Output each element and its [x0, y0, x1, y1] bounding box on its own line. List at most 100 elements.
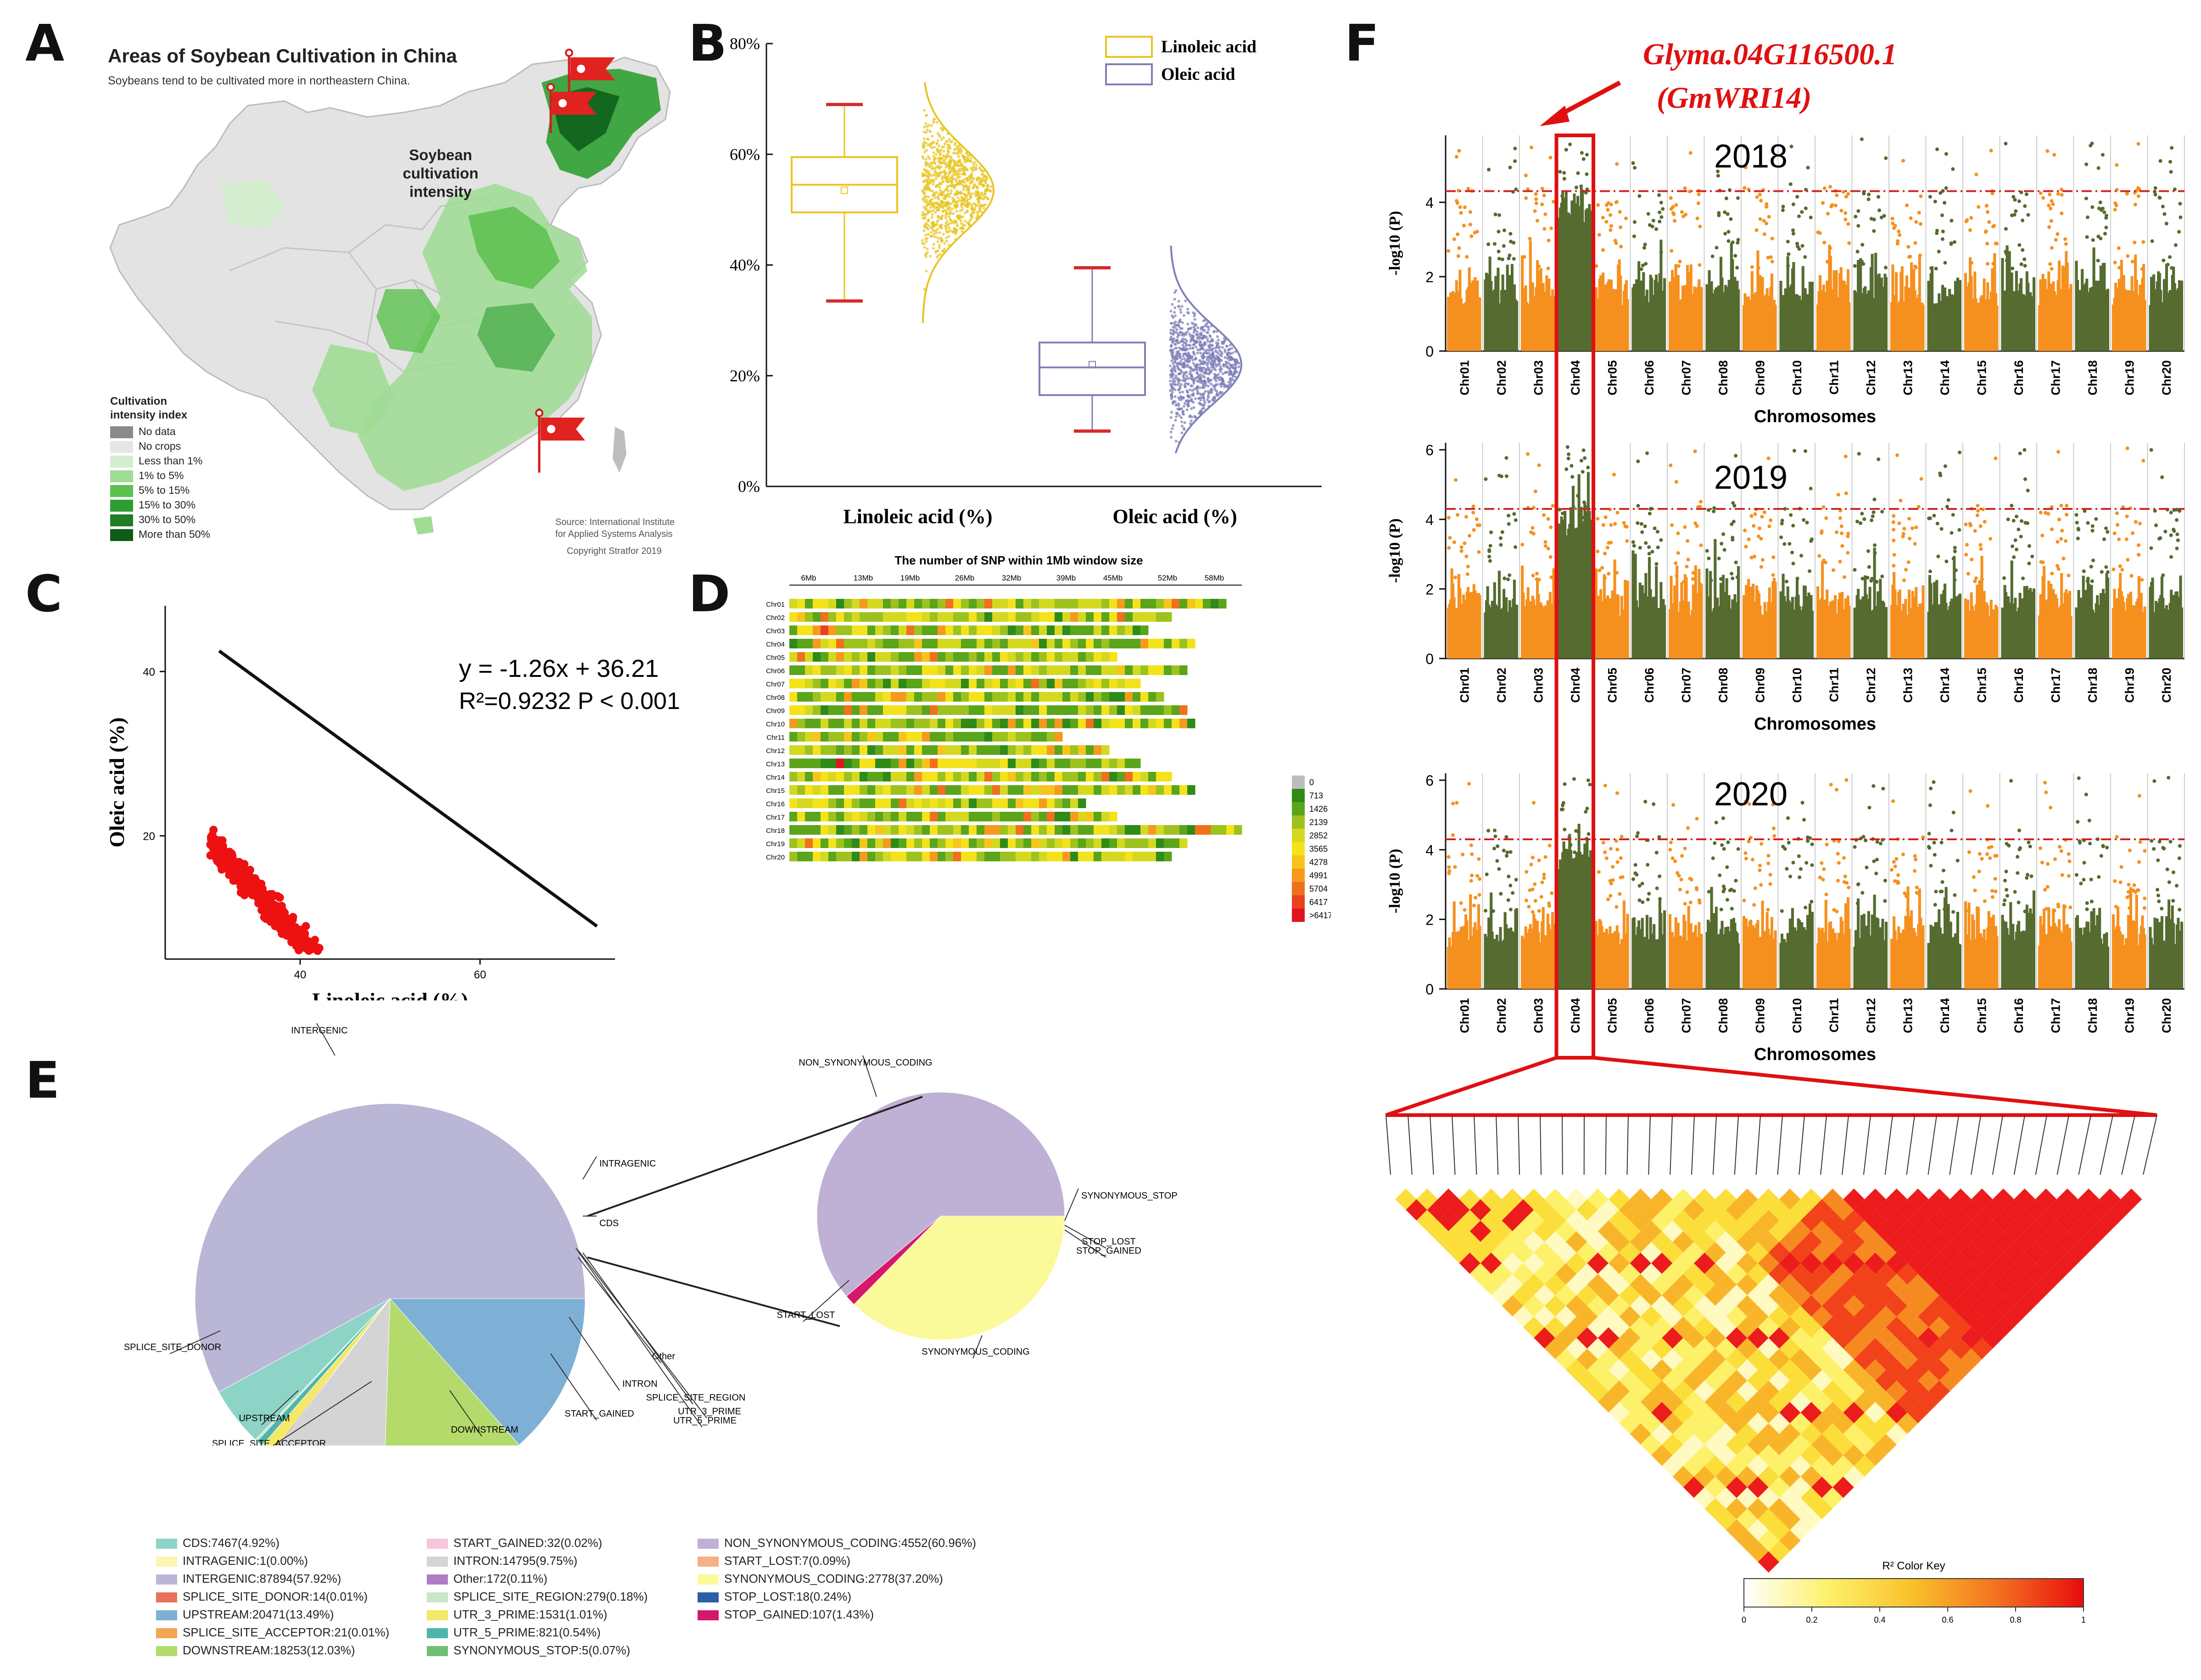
legend-label: Linoleic acid [1161, 37, 1257, 56]
snp-point [1683, 578, 1687, 582]
pie-label: UTR_3_PRIME [678, 1407, 741, 1417]
data-point [1198, 386, 1201, 390]
snp-point [1974, 173, 1978, 177]
data-point [1201, 380, 1204, 383]
snp-point [2175, 518, 2179, 522]
heatmap-cell [922, 798, 930, 808]
data-point [1215, 365, 1218, 368]
data-point [266, 917, 275, 926]
snp-point [1486, 829, 1491, 833]
snp-point [1659, 538, 1663, 542]
snp-point [1574, 829, 1578, 833]
snp-point [1730, 571, 1734, 575]
data-point [1192, 368, 1195, 372]
heatmap-cell [875, 639, 883, 648]
legend-swatch [698, 1557, 719, 1567]
heatmap-cell [1070, 798, 1078, 808]
snp-point [1802, 518, 1806, 522]
data-point [1186, 330, 1189, 334]
map-copyright: Copyright Stratfor 2019 [567, 546, 662, 556]
legend-label: SPLICE_SITE_DONOR:14(0.01%) [183, 1590, 368, 1603]
snp-point [2056, 232, 2060, 236]
flag-icon-northeast [565, 49, 615, 92]
snp-point [1594, 264, 1598, 268]
snp-point [2106, 530, 2110, 534]
snp-point [1760, 842, 1764, 846]
snp-point [2104, 216, 2108, 220]
snp-point [1843, 211, 1848, 215]
heatmap-cell [906, 665, 915, 675]
data-point [1187, 327, 1190, 330]
heatmap-cell [1148, 705, 1156, 715]
heatmap-cell [852, 852, 860, 861]
data-point [970, 203, 973, 207]
heatmap-cell [867, 852, 876, 861]
heatmap-cell [1016, 652, 1024, 662]
data-point [966, 209, 969, 212]
heatmap-cell [961, 652, 969, 662]
snp-point [1507, 522, 1511, 526]
data-point [955, 220, 958, 223]
legend-label: STOP_LOST:18(0.24%) [724, 1590, 851, 1603]
snp-point [1972, 875, 1976, 879]
snp-point [1941, 868, 1945, 872]
color-key-label: 5704 [1309, 884, 1328, 893]
heatmap-cell [938, 812, 946, 821]
data-point [922, 229, 926, 232]
snp-point [1463, 541, 1467, 545]
arrow-head [1540, 106, 1570, 126]
heatmap-cell [828, 599, 837, 608]
data-point [1200, 331, 1203, 335]
snp-point [1809, 486, 1813, 491]
snp-base [1632, 950, 1665, 989]
snp-base [1927, 310, 1961, 351]
color-key-swatch [1292, 909, 1305, 922]
snp-point [1787, 841, 1791, 845]
heatmap-cell [1117, 612, 1125, 622]
data-point [950, 156, 953, 159]
data-point [1205, 323, 1208, 326]
heatmap-cell [992, 825, 1000, 835]
snp-point [2103, 232, 2107, 236]
heatmap-cell [984, 692, 993, 702]
snp-point [1477, 857, 1481, 861]
data-point [950, 180, 953, 183]
snp-point [1935, 147, 1939, 151]
y-tick-label: 2 [1425, 581, 1434, 597]
data-point [930, 162, 933, 165]
pie-label: SPLICE_SITE_ACCEPTOR [212, 1439, 326, 1446]
data-point [944, 157, 948, 160]
data-point [292, 927, 301, 935]
data-point [940, 227, 943, 230]
snp-point [1567, 835, 1571, 839]
snp-point [2153, 193, 2157, 197]
heatmap-cell [789, 732, 798, 742]
snp-point [2011, 267, 2015, 271]
data-point [979, 182, 983, 185]
heatmap-cell [1000, 785, 1008, 795]
heatmap-cell [906, 785, 915, 795]
data-point [927, 144, 930, 147]
heatmap-cell [1000, 705, 1008, 715]
data-point [1194, 397, 1197, 400]
data-point [1192, 380, 1195, 383]
snp-point [1771, 573, 1775, 577]
heatmap-cell [828, 745, 837, 755]
snp-point [1713, 841, 1717, 845]
snp-point [1759, 565, 1763, 569]
heatmap-cell [844, 772, 852, 781]
data-point [1201, 407, 1204, 411]
snp-base [1484, 950, 1518, 989]
heatmap-cell [852, 612, 860, 622]
data-point [1192, 394, 1195, 397]
heatmap-cell [1062, 759, 1071, 768]
heatmap-cell [922, 639, 930, 648]
heatmap-cell [1086, 852, 1094, 861]
heatmap-cell [813, 852, 821, 861]
heatmap-cell [1031, 639, 1039, 648]
snp-base [2039, 950, 2072, 989]
snp-point [1679, 877, 1683, 882]
data-point [1207, 377, 1210, 380]
chromosome-label: Chr14 [1938, 998, 1952, 1033]
x-tick-label: 40 [294, 969, 307, 981]
